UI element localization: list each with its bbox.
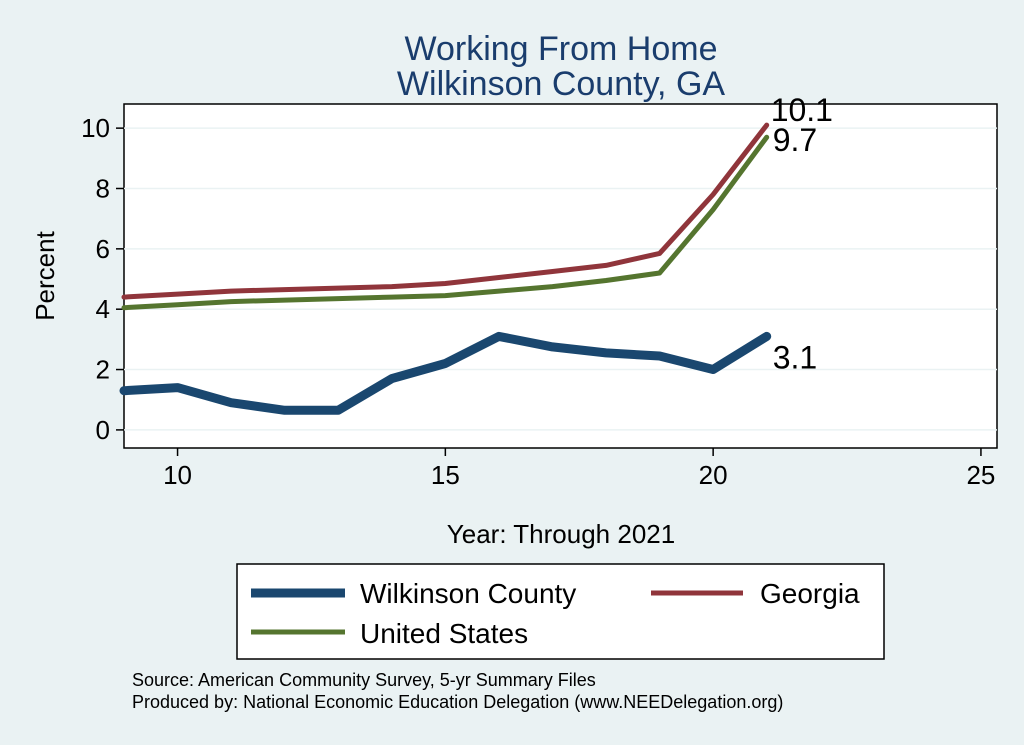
y-axis-title: Percent	[30, 230, 60, 320]
y-tick-label-6: 6	[96, 234, 110, 264]
plot-area	[123, 103, 998, 449]
x-tick-label-10: 10	[163, 460, 192, 490]
chart-title-line-1: Working From Home	[405, 30, 718, 68]
x-axis-title: Year: Through 2021	[447, 519, 675, 549]
x-tick-label-20: 20	[699, 460, 728, 490]
y-tick-label-2: 2	[96, 355, 110, 385]
end-label-wilkinson: 3.1	[773, 339, 817, 375]
series-line-united-states	[121, 134, 770, 311]
legend-label-georgia: Georgia	[760, 578, 860, 609]
y-tick-label-4: 4	[96, 294, 110, 324]
axes: 0 2 4 6 8 10 10 15 20 25	[81, 113, 995, 490]
y-tick-label-10: 10	[81, 113, 110, 143]
chart-title-line-2: Wilkinson County, GA	[397, 65, 725, 103]
x-tick-label-25: 25	[966, 460, 995, 490]
source-note: Source: American Community Survey, 5-yr …	[132, 670, 596, 690]
x-tick-label-15: 15	[431, 460, 460, 490]
legend-label-united-states: United States	[360, 618, 528, 649]
series-lines	[119, 122, 772, 415]
grid-lines	[124, 127, 997, 431]
y-tick-label-8: 8	[96, 173, 110, 203]
y-tick-label-0: 0	[96, 415, 110, 445]
end-label-united-states: 9.7	[773, 122, 817, 158]
legend-box	[236, 563, 885, 660]
series-line-wilkinson	[119, 331, 772, 415]
series-line-georgia	[121, 122, 770, 300]
producer-note: Produced by: National Economic Education…	[132, 692, 783, 712]
end-labels: 3.1 10.19.7	[771, 92, 833, 375]
end-label-georgia: 10.1	[771, 92, 833, 128]
legend-label-wilkinson: Wilkinson County	[360, 578, 576, 609]
